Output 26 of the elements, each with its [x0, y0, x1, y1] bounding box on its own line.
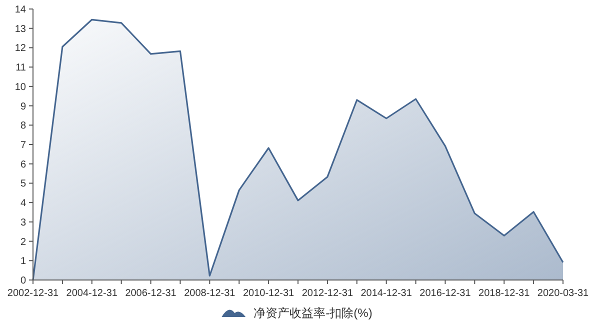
x-tick-label: 2014-12-31 [360, 288, 412, 299]
y-tick-label: 6 [20, 159, 26, 170]
y-tick-label: 13 [14, 24, 26, 35]
x-tick-label: 2004-12-31 [66, 288, 118, 299]
y-tick-label: 8 [20, 120, 26, 132]
y-tick-label: 2 [20, 236, 26, 248]
y-tick-label: 4 [20, 198, 26, 210]
y-tick-label: 12 [14, 43, 26, 54]
x-tick-label: 2020-03-31 [537, 288, 590, 299]
y-tick-label: 3 [20, 217, 26, 228]
x-tick-label: 2008-12-31 [184, 288, 236, 299]
x-tick-label: 2002-12-31 [7, 288, 60, 299]
y-tick-label: 0 [20, 276, 26, 286]
y-tick-label: 7 [20, 140, 26, 151]
y-tick-label: 9 [20, 101, 26, 112]
x-tick-label: 2016-12-31 [420, 288, 472, 299]
x-tick-label: 2010-12-31 [242, 288, 295, 299]
x-tick-label: 2018-12-31 [478, 288, 530, 299]
x-tick-label: 2012-12-31 [302, 288, 354, 299]
y-tick-label: 5 [20, 178, 26, 190]
y-tick-label: 14 [14, 4, 26, 16]
y-tick-label: 10 [14, 82, 26, 93]
legend-label: 净资产收益率-扣除(%) [254, 306, 372, 320]
x-tick-label: 2006-12-31 [125, 288, 177, 299]
y-tick-label: 1 [20, 256, 26, 268]
y-tick-label: 11 [16, 62, 26, 74]
